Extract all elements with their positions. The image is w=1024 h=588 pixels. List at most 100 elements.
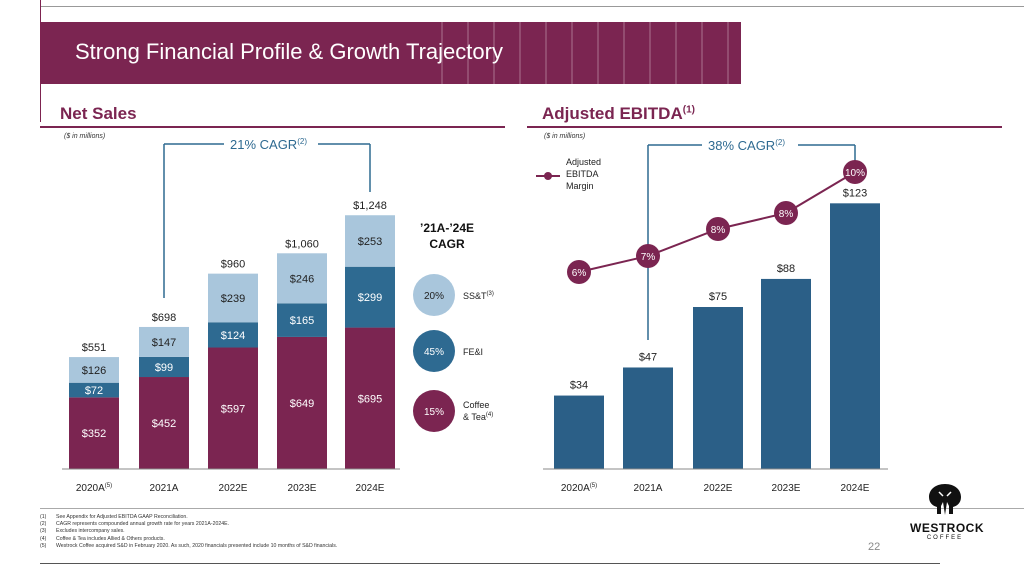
ns-segment-label: $246 (290, 273, 314, 285)
logo-sub: COFFEE (926, 535, 964, 541)
footnote-text: See Appendix for Adjusted EBITDA GAAP Re… (56, 514, 188, 520)
ns-bar-segment (69, 382, 119, 398)
ns-bar-segment (277, 336, 327, 469)
ns-segment-label: $299 (358, 292, 382, 304)
eb-margin-label: 8% (779, 209, 794, 220)
ns-bar-segment (139, 377, 189, 469)
footnote-num: (4) (40, 535, 47, 542)
logo-name: WESTROCK (910, 521, 984, 535)
ns-legend-name: SS&T(3) (463, 291, 494, 301)
ns-bar-segment (139, 326, 189, 357)
ns-legend-cagr-circle (413, 330, 455, 372)
ns-total-label: $1,248 (353, 200, 387, 212)
eb-margin-label: 8% (711, 225, 726, 236)
footnote-num: (5) (40, 542, 47, 549)
ns-segment-label: $452 (152, 418, 176, 430)
ns-cagr-box-title2: CAGR (429, 237, 465, 251)
net-sales-rule (40, 126, 505, 128)
eb-bar-label: $47 (639, 351, 657, 363)
ebitda-rule (527, 126, 1002, 128)
eb-x-tick-label: 2020A(5) (561, 483, 597, 494)
ns-x-tick-label: 2023E (288, 483, 317, 494)
footnote-text: Westrock Coffee acquired S&D in February… (56, 542, 338, 549)
eb-x-tick-label: 2021A (634, 483, 663, 494)
ns-segment-label: $352 (82, 428, 106, 440)
eb-margin-marker (567, 260, 591, 284)
ns-bar-segment (208, 273, 258, 323)
ns-total-label: $698 (152, 312, 176, 324)
footnotes: (1) See Appendix for Adjusted EBITDA GAAP… (40, 514, 337, 550)
page-number: 22 (868, 541, 881, 553)
ns-x-tick-label: 2020A(5) (76, 483, 112, 494)
ebitda-title-sup: (1) (682, 104, 695, 116)
ns-legend-cagr-value: 45% (424, 347, 444, 358)
ebitda-units: ($ in millions) (544, 133, 586, 140)
footnote-num: (2) (40, 521, 47, 528)
ns-legend-cagr-circle (413, 390, 455, 432)
ns-bar-segment (345, 266, 395, 328)
ns-legend-cagr-circle (413, 274, 455, 316)
page-title: Strong Financial Profile & Growth Trajec… (75, 39, 503, 64)
ns-segment-label: $147 (152, 337, 176, 349)
net-sales-title: Net Sales (60, 104, 137, 123)
ns-segment-label: $597 (221, 403, 245, 415)
ns-bar-segment (345, 327, 395, 469)
eb-bar (554, 395, 604, 469)
ns-bar-segment (208, 347, 258, 469)
eb-bar-label: $123 (843, 187, 867, 199)
ns-segment-label: $124 (221, 330, 245, 342)
top-rule (40, 6, 1024, 7)
ns-segment-label: $126 (82, 365, 106, 377)
banner-pattern (441, 22, 741, 84)
eb-legend-line3: Margin (566, 181, 594, 191)
footnote-item: (4) Coffee & Tea includes Allied & Others… (40, 536, 337, 543)
ns-cagr-box-title: ’21A-’24E (420, 221, 474, 235)
title-banner: Strong Financial Profile & Growth Trajec… (41, 22, 741, 84)
ns-legend-cagr-value: 15% (424, 407, 444, 418)
ns-bar-segment (139, 356, 189, 378)
ns-bar-segment (69, 397, 119, 469)
eb-margin-marker (636, 244, 660, 268)
ns-x-tick-label: 2024E (356, 483, 385, 494)
ebitda-title: Adjusted EBITDA(1) (542, 104, 695, 124)
eb-margin-marker (843, 160, 867, 184)
ns-x-tick-label: 2022E (219, 483, 248, 494)
footnote-num: (3) (40, 528, 47, 535)
ns-cagr-label: 21% CAGR(2) (230, 137, 307, 152)
ns-legend-name: FE&I (463, 347, 483, 357)
ns-segment-label: $165 (290, 315, 314, 327)
bottom-rule (40, 563, 940, 564)
left-accent-rule (40, 0, 41, 122)
net-sales-units: ($ in millions) (64, 133, 106, 140)
footnote-item: (2) CAGR represents compounded annual gro… (40, 521, 337, 528)
footnote-text: Excludes intercompany sales. (56, 528, 125, 535)
ns-bar-segment (345, 215, 395, 267)
eb-bar (761, 278, 811, 469)
ns-segment-label: $72 (85, 385, 103, 397)
ns-bar-segment (277, 253, 327, 304)
footnote-rule (40, 508, 1024, 509)
footnote-text: CAGR represents compounded annual growth… (56, 521, 230, 528)
eb-bar (830, 203, 880, 469)
eb-bar (693, 307, 743, 469)
ns-legend-name: Coffee (463, 400, 489, 410)
ns-total-label: $551 (82, 342, 106, 354)
eb-legend-line2: EBITDA (566, 169, 599, 179)
eb-legend-marker (544, 172, 552, 180)
eb-margin-label: 7% (641, 252, 656, 263)
ebitda-title-text: Adjusted EBITDA (542, 104, 683, 123)
footnote-num: (1) (40, 514, 47, 520)
eb-margin-label: 6% (572, 268, 587, 279)
eb-margin-marker (774, 201, 798, 225)
ns-segment-label: $649 (290, 398, 314, 410)
ns-segment-label: $239 (221, 293, 245, 305)
westrock-logo: WESTROCK COFFEE (910, 482, 984, 541)
eb-x-tick-label: 2024E (841, 483, 870, 494)
eb-bar-label: $88 (777, 263, 795, 275)
elephant-icon (929, 484, 961, 515)
eb-x-tick-label: 2022E (704, 483, 733, 494)
ns-x-tick-label: 2021A (150, 483, 179, 494)
eb-x-tick-label: 2023E (772, 483, 801, 494)
ns-bar-segment (208, 322, 258, 348)
